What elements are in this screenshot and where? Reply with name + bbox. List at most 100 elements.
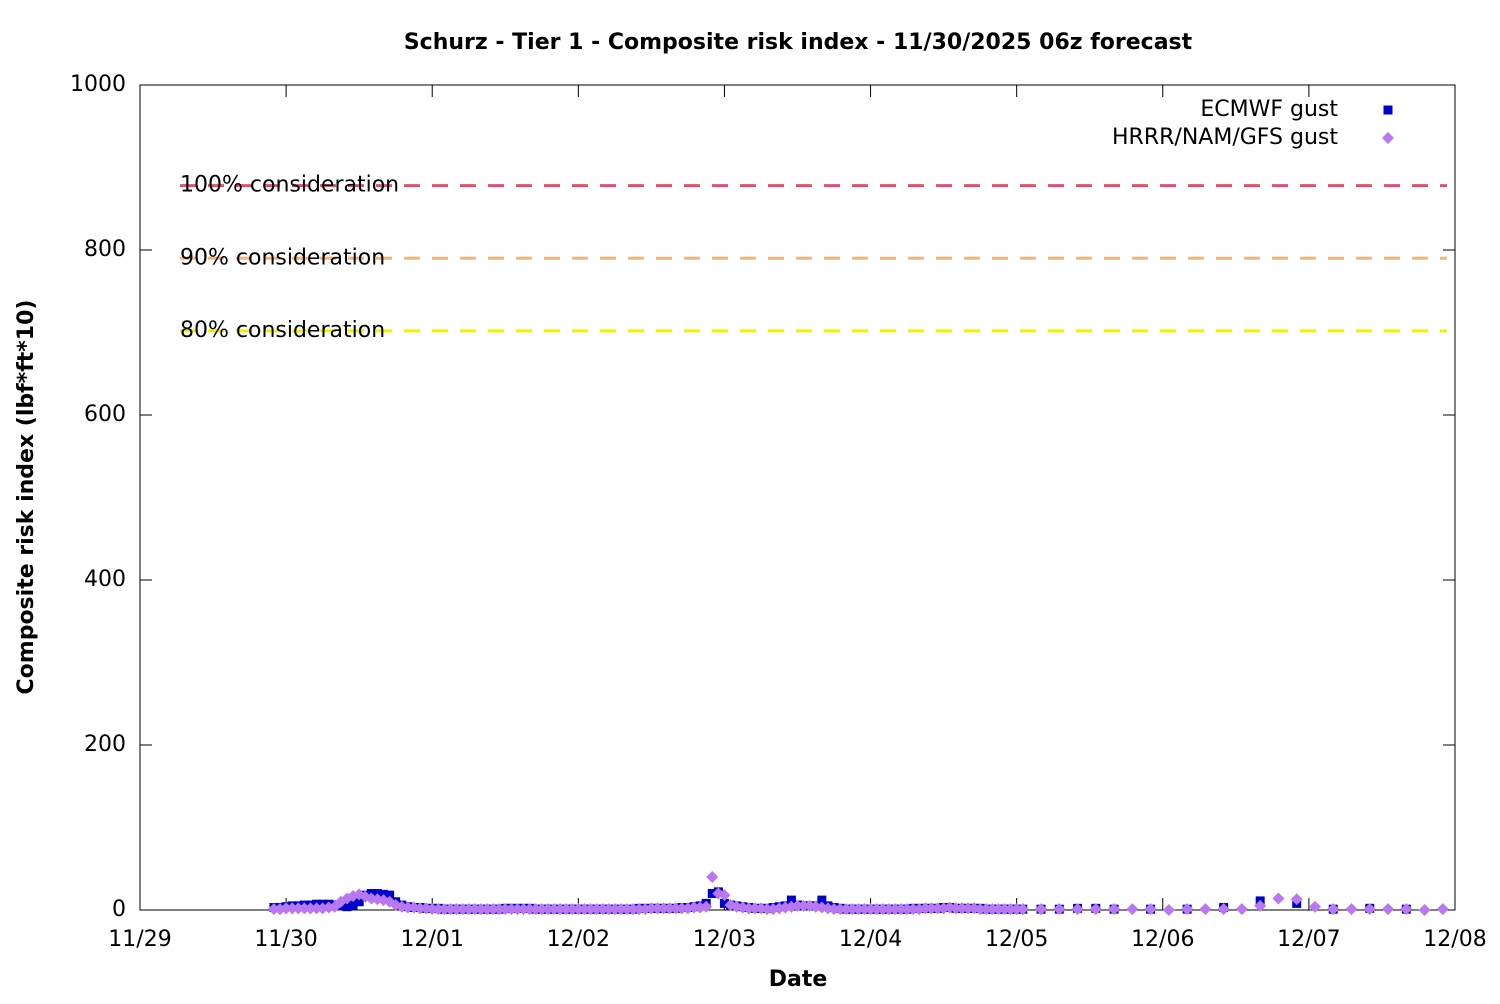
data-point [505, 903, 518, 916]
threshold-label: 80% consideration [180, 318, 385, 343]
data-point [1181, 903, 1194, 916]
data-point [450, 903, 463, 916]
data-point [1272, 892, 1285, 905]
data-point [663, 902, 676, 915]
data-point [517, 903, 530, 916]
data-point [596, 903, 609, 916]
data-point [426, 903, 439, 916]
data-point [870, 903, 883, 916]
data-point [657, 902, 670, 915]
data-point [499, 903, 512, 916]
data-point [584, 903, 597, 916]
data-point [925, 902, 938, 915]
data-point [834, 903, 847, 916]
data-point [578, 903, 591, 916]
data-point [742, 902, 755, 915]
data-point [828, 903, 841, 916]
data-point [401, 901, 414, 914]
data-point [304, 902, 317, 915]
y-tick-label: 200 [84, 732, 126, 757]
data-point [627, 903, 640, 916]
chart-title: Schurz - Tier 1 - Composite risk index -… [404, 30, 1193, 55]
legend-marker [1383, 105, 1393, 115]
data-point [919, 902, 932, 915]
data-point [608, 903, 621, 916]
data-point [462, 903, 475, 916]
data-point [354, 897, 364, 907]
data-point [487, 903, 500, 916]
y-tick-label: 600 [84, 402, 126, 427]
legend-label: HRRR/NAM/GFS gust [1112, 125, 1338, 150]
data-point [1199, 903, 1212, 916]
data-point [633, 903, 646, 916]
data-point [481, 903, 494, 916]
y-tick-label: 1000 [70, 72, 126, 97]
data-point [1436, 903, 1449, 916]
data-point [444, 903, 457, 916]
threshold-label: 90% consideration [180, 245, 385, 270]
data-point [560, 903, 573, 916]
data-point [651, 902, 664, 915]
data-point [688, 901, 701, 914]
data-point [280, 902, 293, 915]
data-point [590, 903, 603, 916]
data-point [385, 890, 395, 900]
data-point [1108, 903, 1121, 916]
data-point [1418, 904, 1431, 916]
data-point [535, 903, 548, 916]
data-point [529, 903, 542, 916]
x-tick-label: 12/03 [693, 927, 756, 952]
data-point [523, 903, 536, 916]
data-point [817, 895, 827, 905]
data-point [876, 903, 889, 916]
data-point [669, 902, 682, 915]
data-point [907, 903, 920, 916]
data-point [882, 903, 895, 916]
data-point [432, 903, 445, 916]
x-axis-label: Date [769, 967, 828, 992]
y-tick-label: 400 [84, 567, 126, 592]
data-point [1089, 903, 1102, 916]
data-point [547, 903, 560, 916]
data-point [342, 902, 352, 912]
plot-frame [139, 84, 1456, 911]
data-point [1254, 899, 1267, 912]
data-point [1144, 903, 1157, 916]
data-point [1010, 903, 1023, 916]
data-point [719, 898, 729, 908]
data-point [1235, 903, 1248, 916]
data-point [992, 903, 1005, 916]
data-point [292, 902, 305, 915]
data-point [901, 903, 914, 916]
data-point [286, 902, 299, 915]
data-point [267, 903, 280, 916]
data-point [1308, 900, 1321, 913]
data-point [645, 902, 658, 915]
data-point [675, 902, 688, 915]
threshold-label: 100% consideration [180, 173, 399, 198]
data-point [1162, 904, 1175, 916]
data-point [1382, 903, 1395, 916]
data-point [852, 903, 865, 916]
data-point [468, 903, 481, 916]
x-tick-label: 12/08 [1423, 927, 1486, 952]
x-tick-label: 11/30 [254, 927, 317, 952]
data-point [493, 903, 506, 916]
data-point [858, 903, 871, 916]
data-point [797, 899, 810, 912]
data-point [846, 903, 859, 916]
y-axis-label: Composite risk index (lbf*ft*10) [14, 300, 39, 695]
data-point [614, 903, 627, 916]
x-tick-label: 12/07 [1277, 927, 1340, 952]
data-point [748, 902, 761, 915]
x-tick-label: 12/06 [1131, 927, 1194, 952]
data-point [1053, 903, 1066, 916]
data-point [888, 903, 901, 916]
data-point [1016, 903, 1029, 916]
data-point [700, 900, 713, 913]
x-tick-label: 12/01 [401, 927, 464, 952]
data-point [840, 903, 853, 916]
data-point [414, 902, 427, 915]
data-point [541, 903, 554, 916]
